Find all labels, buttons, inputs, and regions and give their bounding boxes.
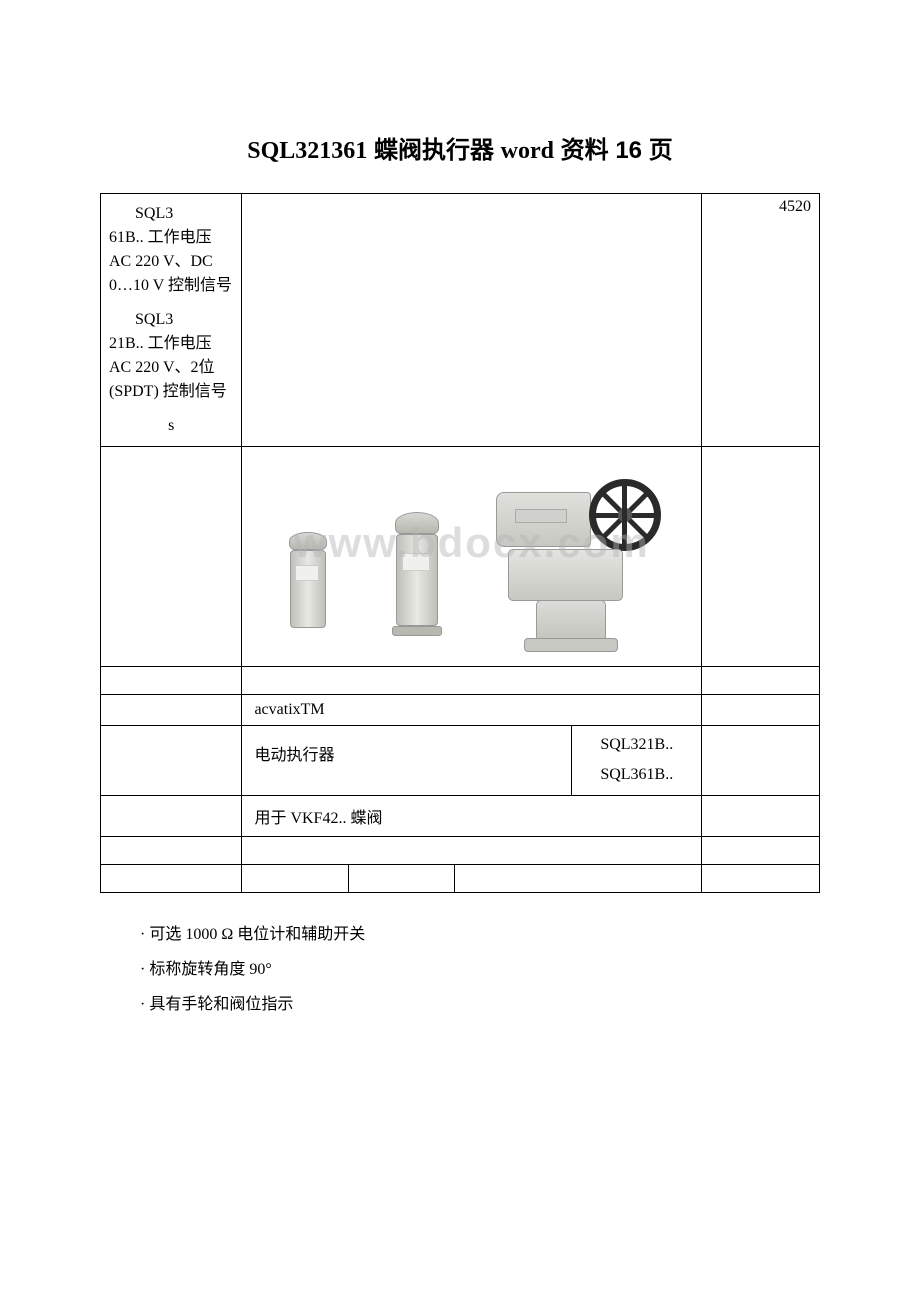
spec2-prefix: SQL3 — [109, 308, 233, 332]
cell-specs: SQL3 61B.. 工作电压 AC 220 V、DC 0…10 V 控制信号 S… — [101, 194, 242, 447]
row-spacer-2 — [101, 836, 820, 864]
spec2-body: 21B.. 工作电压 AC 220 V、2位 (SPDT) 控制信号 — [109, 335, 227, 400]
bullet-item: 具有手轮和阀位指示 — [140, 987, 820, 1022]
document-title: SQL321361 蝶阀执行器 word 资料 16 页 — [100, 130, 820, 165]
spec-table: SQL3 61B.. 工作电压 AC 220 V、DC 0…10 V 控制信号 S… — [100, 193, 820, 893]
cell-number: 4520 — [702, 194, 820, 447]
cell-devices: www.bdocx.com — [242, 447, 702, 667]
spec3: s — [109, 414, 233, 438]
title-model: SQL321361 — [247, 138, 367, 164]
bullet-item: 可选 1000 Ω 电位计和辅助开关 — [140, 917, 820, 952]
title-word: word — [501, 138, 554, 164]
watermark-text: www.bdocx.com — [294, 519, 650, 567]
row-spacer-1 — [101, 667, 820, 695]
row-spacer-3 — [101, 864, 820, 892]
cell-image-right — [702, 447, 820, 667]
cell-actuator-label: 电动执行器 — [242, 726, 572, 796]
cell-image-left — [101, 447, 242, 667]
row-usage: 用于 VKF42.. 蝶阀 — [101, 795, 820, 836]
cell-models: SQL321B.. SQL361B.. — [572, 726, 702, 796]
spec1-body: 61B.. 工作电压 AC 220 V、DC 0…10 V 控制信号 — [109, 229, 232, 294]
cell-empty-top — [242, 194, 702, 447]
bullet-list: 可选 1000 Ω 电位计和辅助开关 标称旋转角度 90° 具有手轮和阀位指示 — [100, 893, 820, 1023]
row-actuator: 电动执行器 SQL321B.. SQL361B.. — [101, 726, 820, 796]
model-a: SQL321B.. — [580, 730, 693, 760]
title-cn: 蝶阀执行器 — [367, 137, 500, 164]
bullet-item: 标称旋转角度 90° — [140, 952, 820, 987]
row-brand: acvatixTM — [101, 695, 820, 726]
spec1-prefix: SQL3 — [109, 202, 233, 226]
cell-usage: 用于 VKF42.. 蝶阀 — [242, 795, 702, 836]
row-specs: SQL3 61B.. 工作电压 AC 220 V、DC 0…10 V 控制信号 S… — [101, 194, 820, 447]
title-suffix: 资料 16 页 — [554, 137, 673, 164]
model-b: SQL361B.. — [580, 760, 693, 790]
row-images: www.bdocx.com — [101, 447, 820, 667]
cell-brand: acvatixTM — [242, 695, 702, 726]
